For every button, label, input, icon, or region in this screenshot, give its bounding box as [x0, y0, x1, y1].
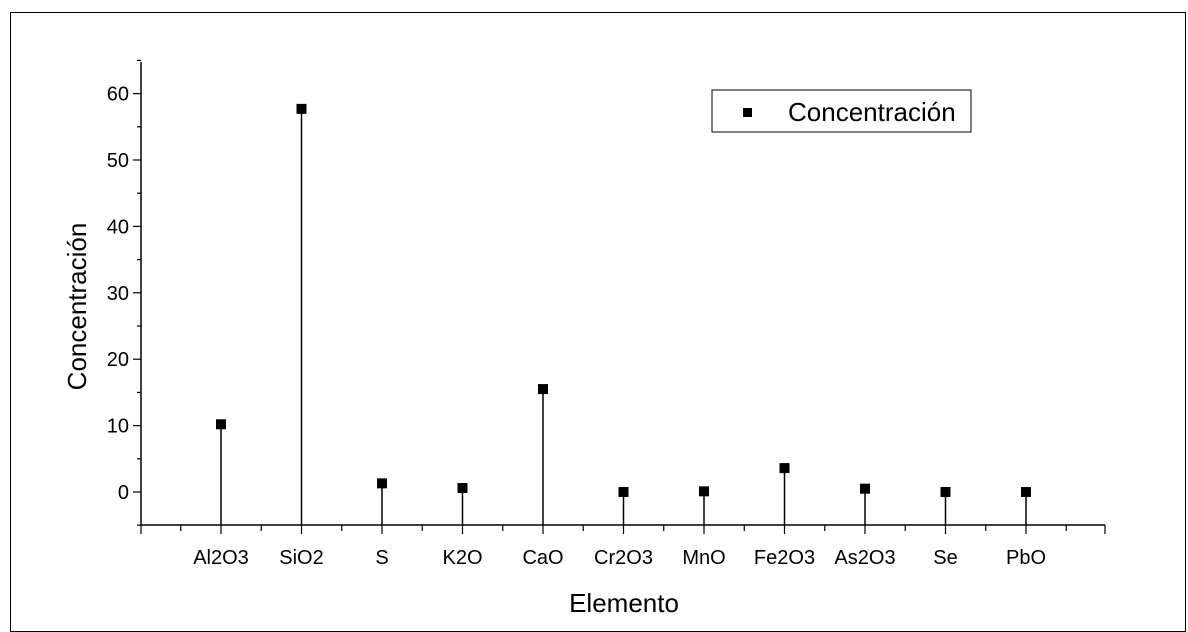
x-tick-label: As2O3	[834, 547, 895, 569]
x-tick-label: Al2O3	[193, 547, 249, 569]
y-tick-label: 40	[107, 216, 129, 238]
chart-frame	[10, 12, 1186, 632]
y-tick-label: 10	[107, 416, 129, 438]
data-point	[1021, 487, 1031, 497]
data-point	[699, 486, 709, 497]
plot-area	[216, 103, 1031, 525]
x-tick-label: S	[375, 547, 388, 569]
y-tick-label: 30	[107, 283, 129, 305]
legend: Concentración	[711, 89, 972, 133]
data-point	[216, 419, 226, 430]
data-point	[457, 483, 468, 494]
y-tick-label: 50	[107, 150, 129, 172]
x-tick-label: Fe2O3	[754, 547, 815, 569]
data-point	[538, 384, 548, 395]
data-point	[779, 463, 790, 474]
x-axis: Al2O3 SiO2 S K2O CaO Cr2O3 MnO Fe2O3 As2O3 Se PbO	[140, 524, 1106, 569]
x-tick-label: CaO	[522, 547, 563, 569]
y-axis: 0 10 20 30 40 50 60	[107, 59, 142, 526]
data-point	[296, 103, 307, 114]
x-tick-label: K2O	[442, 547, 482, 569]
y-tick-label: 0	[118, 482, 129, 504]
x-tick-label: Cr2O3	[594, 547, 653, 569]
y-tick-label: 60	[107, 84, 129, 106]
x-tick-label: MnO	[682, 547, 725, 569]
legend-box	[711, 89, 972, 133]
data-point	[377, 478, 387, 489]
legend-label: Concentración	[788, 97, 956, 127]
data-point	[618, 487, 629, 497]
data-point	[860, 483, 870, 494]
legend-marker	[743, 108, 752, 117]
y-axis-title: Concentración	[62, 223, 92, 391]
data-point	[940, 487, 951, 497]
x-tick-label: SiO2	[279, 547, 323, 569]
x-tick-label: Se	[933, 547, 957, 569]
y-tick-label: 20	[107, 349, 129, 371]
x-tick-label: PbO	[1006, 547, 1046, 569]
x-axis-title: Elemento	[569, 588, 679, 618]
